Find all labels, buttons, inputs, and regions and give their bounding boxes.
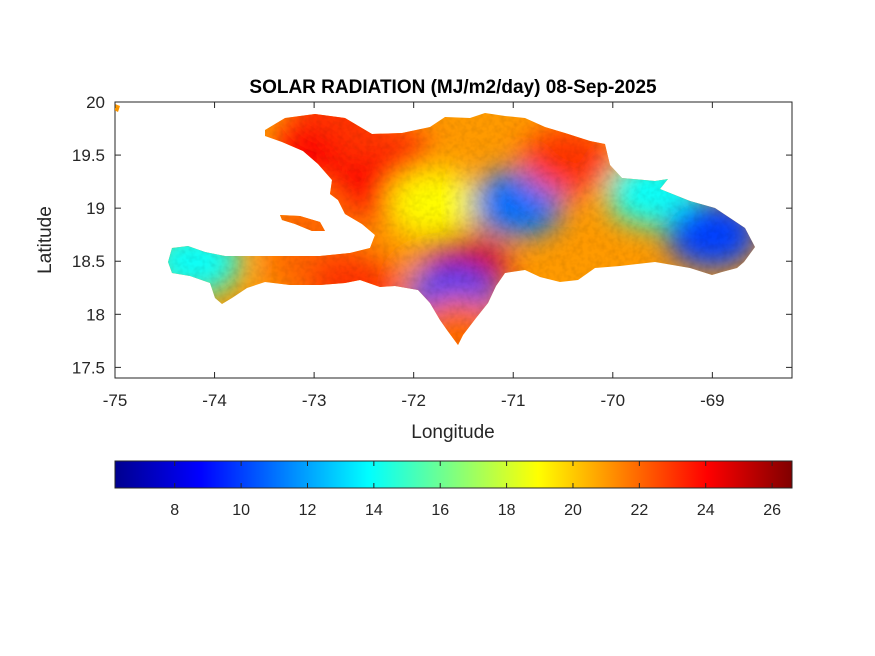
x-tick-label: -74 — [202, 391, 227, 410]
y-tick-label: 20 — [86, 93, 105, 112]
x-tick-label: -75 — [103, 391, 128, 410]
chart-title: SOLAR RADIATION (MJ/m2/day) 08-Sep-2025 — [249, 77, 657, 98]
colorbar-tick-label: 24 — [697, 502, 715, 519]
colorbar-ticks: 8 10 12 14 16 18 20 22 24 26 — [170, 461, 781, 519]
y-axis: 17.5 18 18.5 19 19.5 20 — [72, 93, 792, 377]
colorbar-tick-label: 20 — [564, 502, 582, 519]
x-tick-label: -73 — [302, 391, 327, 410]
y-tick-label: 17.5 — [72, 358, 105, 377]
y-tick-label: 19 — [86, 199, 105, 218]
colorbar — [114, 460, 793, 489]
colorbar-tick-label: 16 — [431, 502, 449, 519]
colorbar-tick-label: 8 — [170, 502, 179, 519]
colorbar-tick-label: 12 — [299, 502, 317, 519]
y-tick-label: 19.5 — [72, 146, 105, 165]
colorbar-tick-label: 22 — [630, 502, 648, 519]
colorbar-tick-label: 14 — [365, 502, 383, 519]
x-axis: -75 -74 -73 -72 -71 -70 -69 — [103, 102, 725, 410]
colorbar-tick-label: 18 — [498, 502, 516, 519]
x-tick-label: -71 — [501, 391, 526, 410]
y-tick-label: 18.5 — [72, 252, 105, 271]
x-axis-label: Longitude — [411, 422, 494, 443]
x-tick-label: -69 — [700, 391, 725, 410]
x-tick-label: -70 — [601, 391, 626, 410]
colorbar-tick-label: 10 — [232, 502, 250, 519]
y-axis-label: Latitude — [35, 206, 56, 274]
x-tick-label: -72 — [401, 391, 426, 410]
colorbar-tick-label: 26 — [763, 502, 781, 519]
y-tick-label: 18 — [86, 305, 105, 324]
